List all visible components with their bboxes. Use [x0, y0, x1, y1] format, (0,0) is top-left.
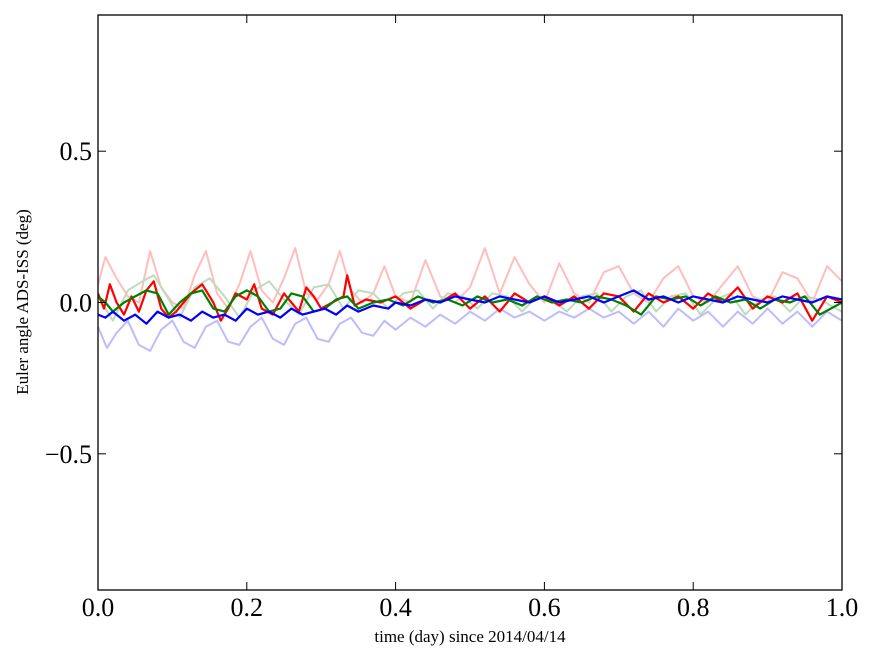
x-tick-label: 0.0 [82, 593, 115, 622]
y-axis-label: Euler angle ADS-ISS (deg) [13, 209, 32, 395]
x-tick-label: 0.2 [231, 593, 264, 622]
x-tick-label: 0.8 [677, 593, 710, 622]
series-line-6 [98, 289, 842, 325]
y-tick-label: 0.5 [60, 137, 93, 166]
x-tick-label: 1.0 [826, 593, 859, 622]
tick-layer: 0.0 0.2 0.4 0.6 0.8 1.0 −0.5 0.0 0.5 [45, 15, 858, 622]
series-line-2 [98, 274, 842, 322]
y-tick-label: −0.5 [45, 440, 92, 469]
x-tick-label: 0.6 [528, 593, 561, 622]
series-line-5 [98, 289, 842, 316]
y-tick-label: 0.0 [60, 289, 93, 318]
x-axis-label: time (day) since 2014/04/14 [374, 627, 566, 646]
series-layer [98, 247, 842, 352]
x-tick-label: 0.4 [379, 593, 412, 622]
series-line-3 [98, 307, 842, 352]
